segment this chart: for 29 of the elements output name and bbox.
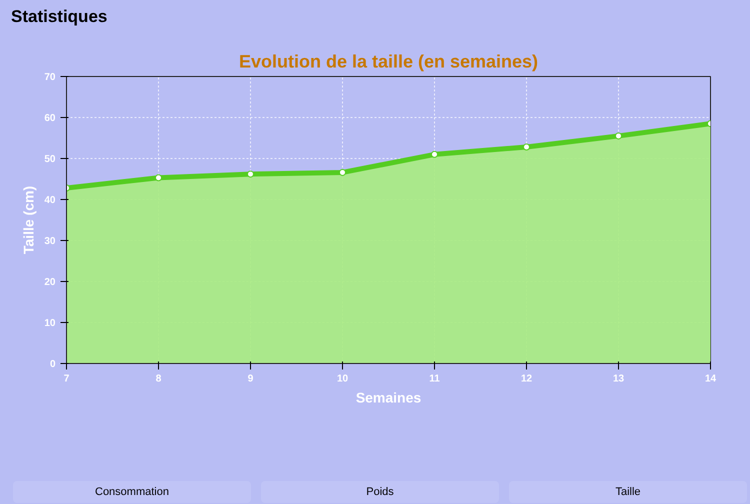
text: Poids xyxy=(366,485,394,500)
x-tick-label: 10 xyxy=(336,374,348,384)
text: Statistiques xyxy=(11,6,108,28)
text: Taille xyxy=(615,485,641,500)
point xyxy=(431,150,438,158)
x-tick-label: 9 xyxy=(248,374,254,384)
x-tick-label: 12 xyxy=(520,374,532,384)
y-tick-label: 60 xyxy=(44,113,56,124)
y-axis-title: Taille (cm) xyxy=(20,186,36,254)
y-tick-label: 40 xyxy=(44,195,56,206)
y-tick-label: 10 xyxy=(44,318,56,329)
y-tick-label: 50 xyxy=(44,154,56,165)
y-tick-label: 30 xyxy=(44,236,56,247)
x-tick-label: 7 xyxy=(64,374,70,384)
point xyxy=(247,170,254,178)
point xyxy=(155,174,162,182)
x-tick-label: 14 xyxy=(704,374,716,384)
point xyxy=(339,168,346,176)
chart-title: Evolution de la taille (en semaines) xyxy=(238,52,538,72)
text: Consommation xyxy=(95,485,169,500)
y-tick-label: 0 xyxy=(50,359,56,370)
x-tick-label: 8 xyxy=(156,374,162,384)
y-tick-label: 20 xyxy=(44,277,56,288)
x-tick-label: 13 xyxy=(612,374,624,384)
point xyxy=(615,132,622,140)
point xyxy=(523,144,530,151)
y-tick-label: 70 xyxy=(44,72,56,83)
x-axis-title: Semaines xyxy=(356,390,422,406)
x-tick-label: 11 xyxy=(429,374,440,384)
